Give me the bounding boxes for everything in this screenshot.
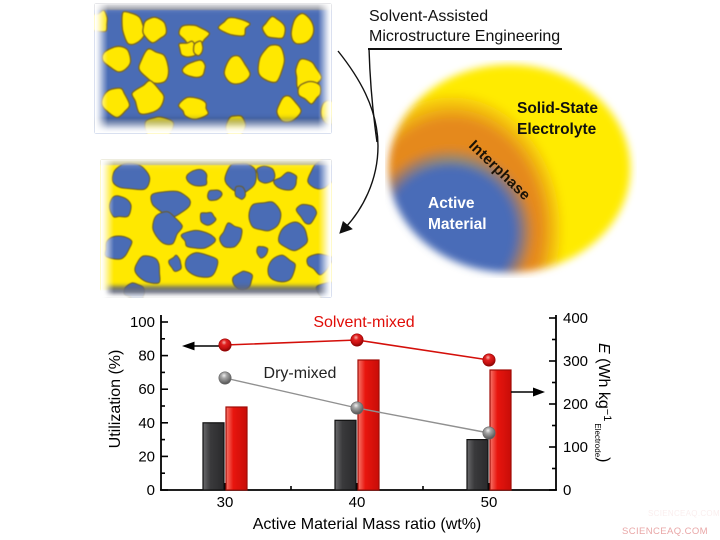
svg-text:50: 50 — [481, 494, 498, 511]
svg-text:80: 80 — [138, 348, 155, 365]
svg-text:0: 0 — [147, 482, 155, 499]
svg-text:Utilization (%): Utilization (%) — [107, 350, 124, 449]
svg-text:30: 30 — [217, 494, 234, 511]
svg-text:300: 300 — [563, 353, 588, 370]
svg-text:Solvent-mixed: Solvent-mixed — [313, 314, 414, 331]
svg-text:40: 40 — [138, 415, 155, 432]
svg-text:Active Material Mass ratio (wt: Active Material Mass ratio (wt%) — [253, 516, 482, 533]
svg-text:0: 0 — [563, 482, 571, 499]
svg-text:E (Wh kg−1Electrode): E (Wh kg−1Electrode) — [593, 343, 613, 462]
svg-text:100: 100 — [563, 439, 588, 456]
svg-text:60: 60 — [138, 381, 155, 398]
svg-text:Dry-mixed: Dry-mixed — [264, 365, 337, 382]
svg-text:40: 40 — [349, 494, 366, 511]
svg-text:100: 100 — [130, 314, 155, 331]
svg-text:400: 400 — [563, 310, 588, 327]
svg-text:200: 200 — [563, 396, 588, 413]
svg-text:20: 20 — [138, 448, 155, 465]
